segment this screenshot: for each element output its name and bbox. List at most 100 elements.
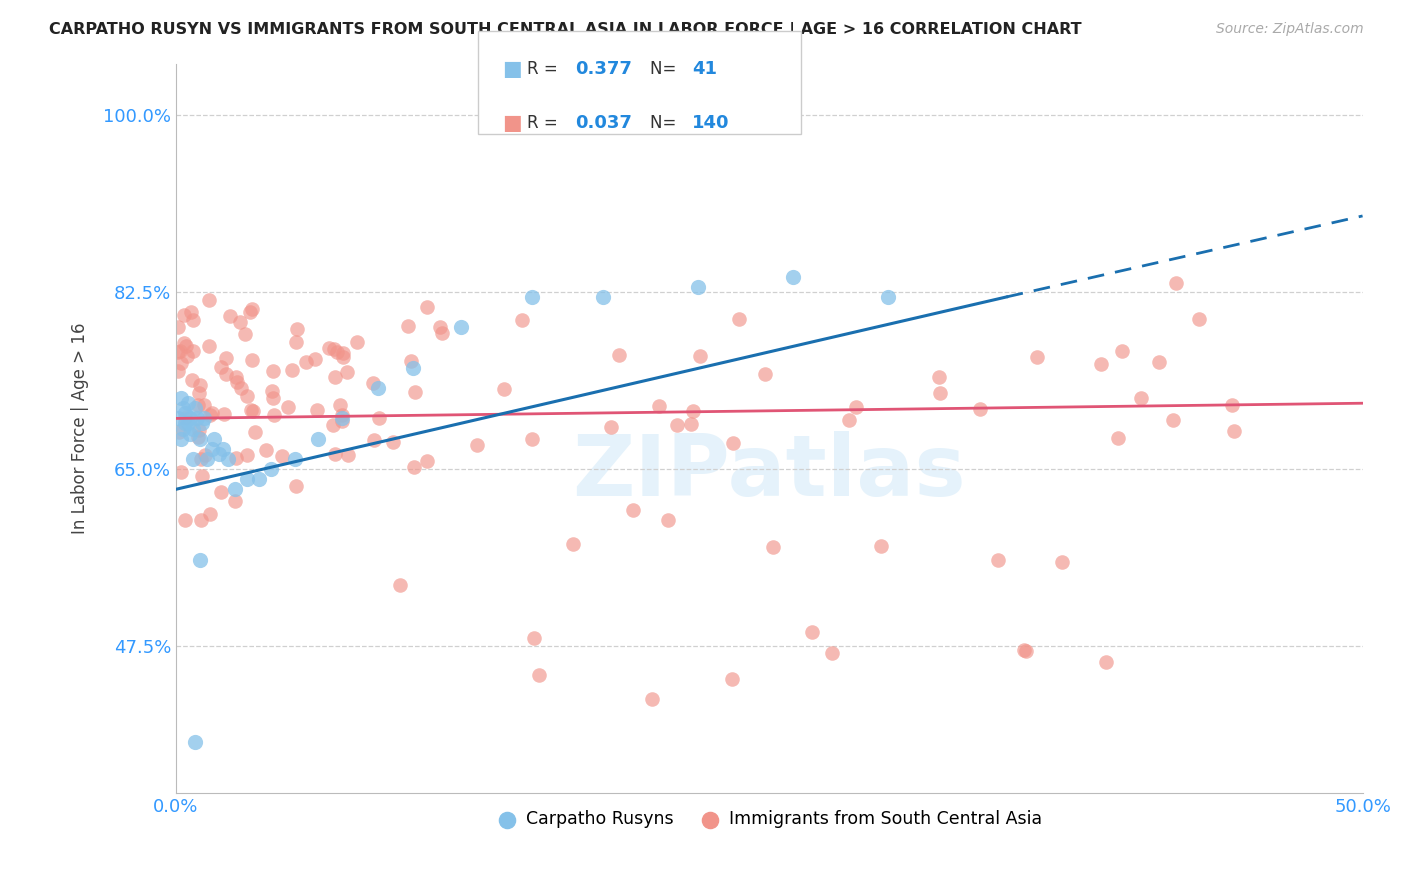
Point: [229, 381, 252, 395]
Point: [224, 483, 246, 497]
Point: [450, 320, 472, 334]
Point: [621, 503, 644, 517]
Point: [180, 372, 202, 386]
Point: [217, 451, 239, 466]
Point: [262, 384, 284, 398]
Point: [187, 423, 209, 437]
Point: [821, 647, 844, 661]
Point: [416, 300, 439, 314]
Point: [225, 450, 247, 465]
Point: [208, 447, 231, 461]
Text: N=: N=: [650, 60, 681, 78]
Point: [193, 411, 215, 425]
Point: [209, 484, 232, 499]
Point: [689, 349, 711, 363]
Point: [1223, 425, 1246, 439]
Point: [329, 398, 352, 412]
Point: [176, 349, 198, 363]
Point: [186, 411, 208, 425]
Point: [184, 735, 207, 749]
Point: [172, 401, 194, 416]
Point: [170, 391, 193, 405]
Text: N=: N=: [650, 114, 681, 132]
Point: [510, 313, 533, 327]
Point: [592, 290, 614, 304]
Point: [181, 451, 204, 466]
Point: [1050, 555, 1073, 569]
Point: [1220, 398, 1243, 412]
Point: [170, 432, 193, 446]
Point: [363, 433, 385, 447]
Point: [754, 367, 776, 381]
Point: [239, 305, 262, 319]
Text: 140: 140: [692, 114, 730, 132]
Point: [209, 360, 232, 375]
Point: [177, 396, 200, 410]
Point: [721, 436, 744, 450]
Point: [225, 369, 247, 384]
Point: [367, 381, 389, 395]
Text: Source: ZipAtlas.com: Source: ZipAtlas.com: [1216, 22, 1364, 37]
Text: 41: 41: [692, 60, 717, 78]
Point: [169, 344, 191, 359]
Point: [295, 354, 318, 368]
Point: [180, 304, 202, 318]
Point: [167, 364, 190, 378]
Point: [1164, 276, 1187, 290]
Point: [323, 343, 346, 357]
Point: [492, 383, 515, 397]
Point: [368, 411, 391, 425]
Point: [235, 448, 257, 462]
Point: [179, 426, 201, 441]
Point: [562, 537, 585, 551]
Point: [284, 334, 307, 349]
Point: [641, 692, 664, 706]
Point: [969, 402, 991, 417]
Point: [188, 432, 211, 446]
Point: [323, 447, 346, 461]
Text: ■: ■: [502, 59, 522, 79]
Point: [235, 389, 257, 403]
Point: [404, 385, 426, 400]
Point: [330, 413, 353, 427]
Point: [190, 451, 212, 466]
Point: [240, 353, 263, 368]
Point: [607, 348, 630, 362]
Point: [679, 417, 702, 432]
Point: [190, 513, 212, 527]
Point: [212, 407, 235, 421]
Point: [1188, 311, 1211, 326]
Point: [277, 400, 299, 414]
Point: [215, 351, 238, 366]
Text: R =: R =: [527, 114, 564, 132]
Point: [657, 513, 679, 527]
Point: [200, 442, 222, 456]
Point: [200, 409, 222, 423]
Point: [172, 421, 194, 435]
Point: [212, 442, 235, 456]
Text: R =: R =: [527, 60, 564, 78]
Point: [330, 409, 353, 423]
Text: ■: ■: [502, 113, 522, 134]
Point: [177, 417, 200, 431]
Point: [167, 425, 190, 440]
Point: [1026, 351, 1049, 365]
Point: [337, 448, 360, 462]
Point: [465, 438, 488, 452]
Point: [218, 310, 240, 324]
Point: [170, 465, 193, 479]
Point: [181, 344, 204, 359]
Point: [191, 417, 214, 431]
Point: [285, 479, 308, 493]
Point: [198, 339, 221, 353]
Point: [1095, 655, 1118, 669]
Point: [600, 419, 623, 434]
Point: [188, 553, 211, 567]
Point: [928, 385, 950, 400]
Point: [262, 363, 284, 377]
Point: [167, 411, 190, 425]
Point: [416, 454, 439, 468]
Point: [260, 462, 283, 476]
Point: [240, 403, 263, 417]
Point: [877, 290, 900, 304]
